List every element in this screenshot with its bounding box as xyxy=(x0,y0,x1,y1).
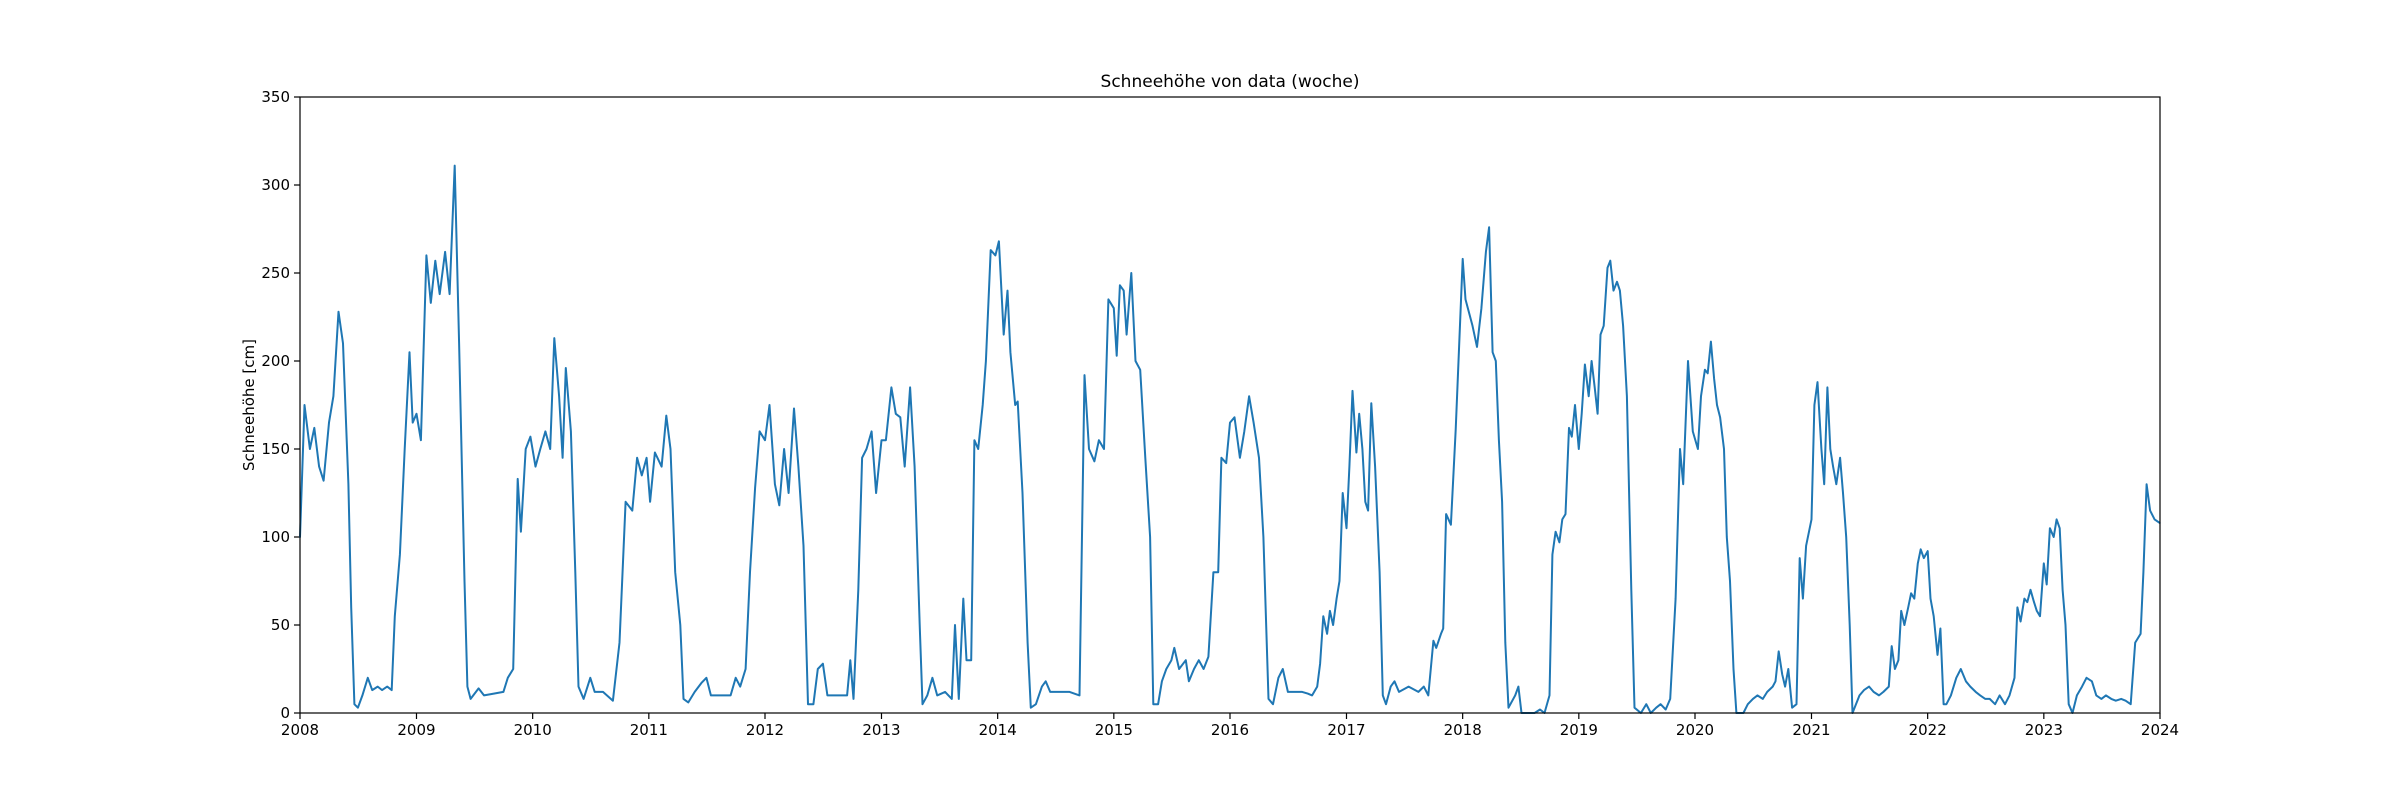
x-tick-label: 2021 xyxy=(1792,721,1830,739)
plot-series-group xyxy=(299,164,2161,714)
x-tick-label: 2010 xyxy=(514,721,552,739)
plot-frame xyxy=(299,96,2161,714)
y-axis-title: Schneehöhe [cm] xyxy=(240,339,258,471)
x-tick-label: 2012 xyxy=(746,721,784,739)
y-tick-label: 50 xyxy=(271,616,290,634)
x-tick-label: 2023 xyxy=(2025,721,2063,739)
y-tick-label: 0 xyxy=(280,704,290,722)
x-tick-label: 2008 xyxy=(281,721,319,739)
x-tick-label: 2013 xyxy=(862,721,900,739)
x-tick-label: 2015 xyxy=(1095,721,1133,739)
y-tick-label: 100 xyxy=(261,528,290,546)
series-line-0 xyxy=(299,164,2161,714)
x-tick-label: 2017 xyxy=(1327,721,1365,739)
x-tick-label: 2009 xyxy=(397,721,435,739)
x-tick-label: 2020 xyxy=(1676,721,1714,739)
x-tick-label: 2022 xyxy=(1909,721,1947,739)
x-tick-label: 2016 xyxy=(1211,721,1249,739)
x-axis: 2008 2009 2010 2011 2012 2013 2014 2015 2016 2017… xyxy=(281,713,2179,739)
y-axis: 0 50 100 150 200 250 300 350 xyxy=(261,88,300,722)
y-tick-label: 200 xyxy=(261,352,290,370)
y-tick-label: 350 xyxy=(261,88,290,106)
x-tick-label: 2019 xyxy=(1560,721,1598,739)
y-tick-label: 250 xyxy=(261,264,290,282)
x-tick-label: 2014 xyxy=(979,721,1017,739)
x-tick-label: 2018 xyxy=(1444,721,1482,739)
y-tick-label: 300 xyxy=(261,176,290,194)
y-tick-label: 150 xyxy=(261,440,290,458)
x-tick-label: 2011 xyxy=(630,721,668,739)
chart-title: Schneehöhe von data (woche) xyxy=(1101,72,1360,92)
x-tick-label: 2024 xyxy=(2141,721,2179,739)
